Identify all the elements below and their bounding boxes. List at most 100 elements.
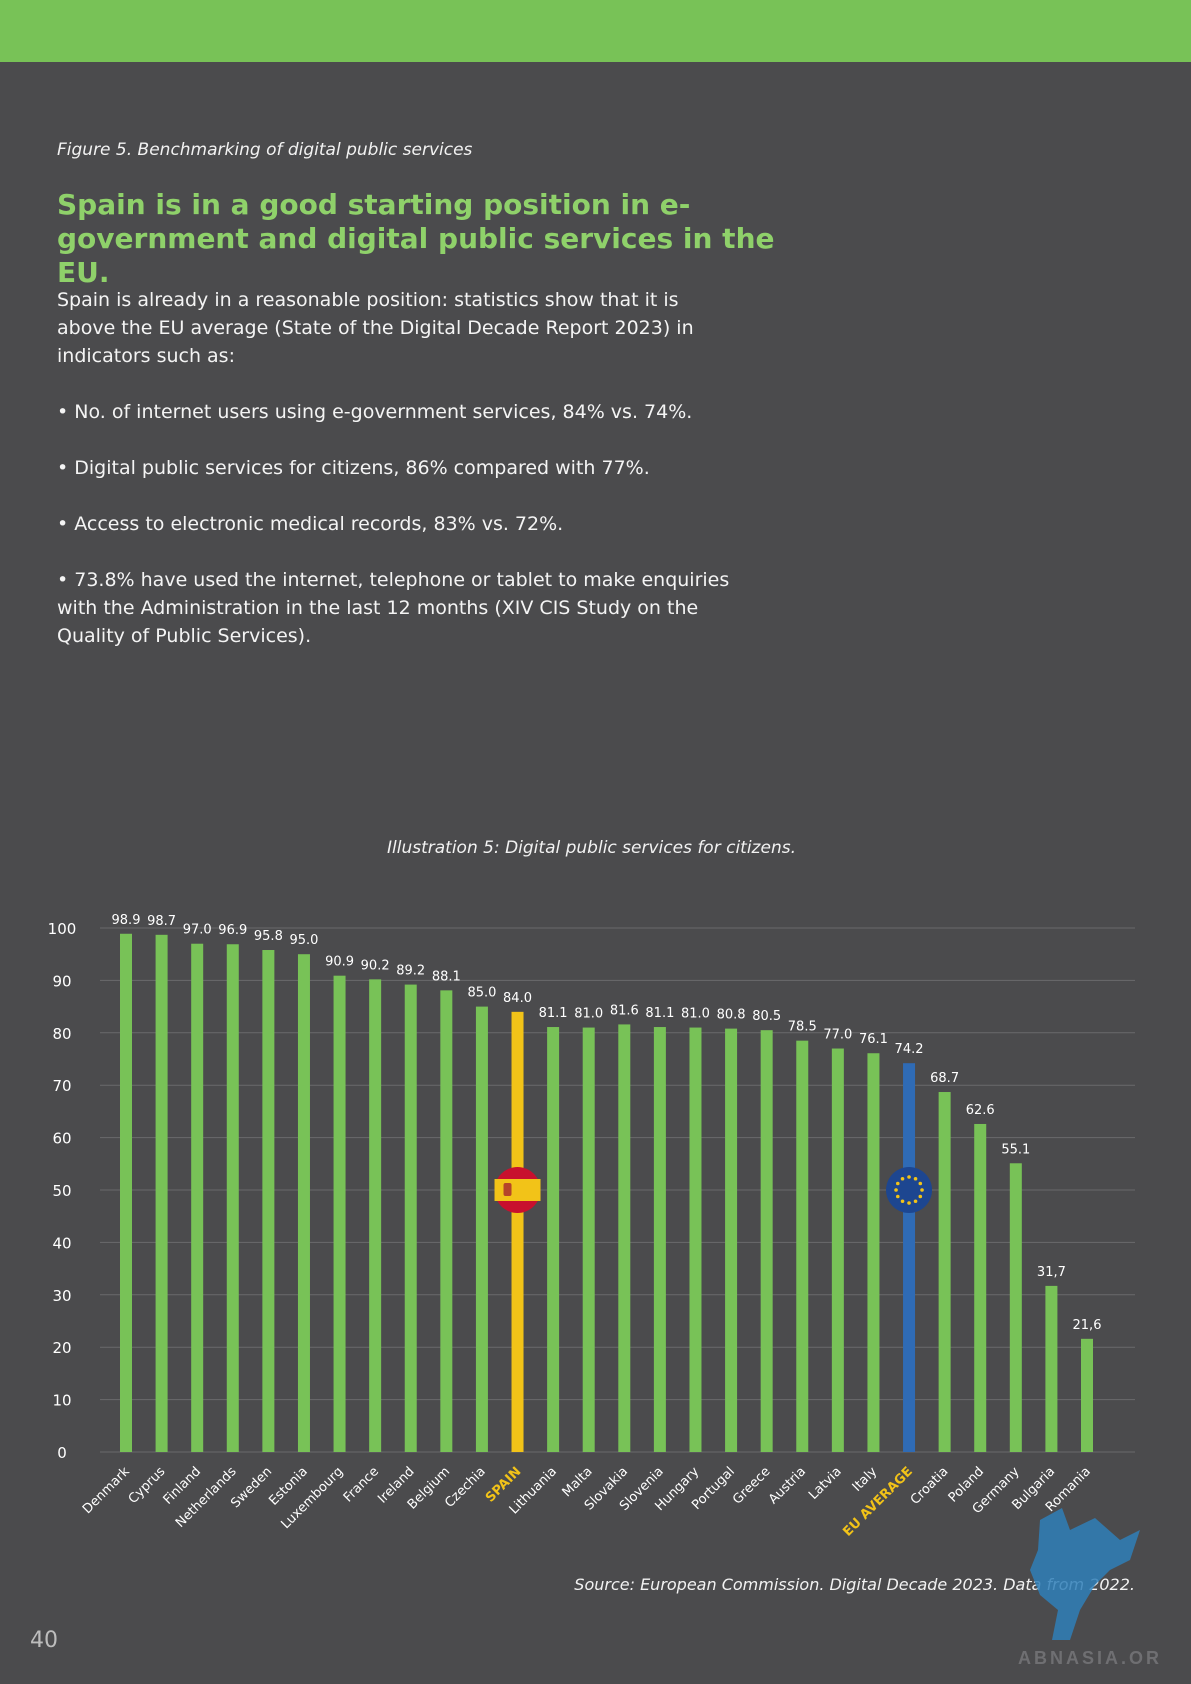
bar: [155, 934, 168, 1452]
x-tick-label: Denmark: [80, 1464, 133, 1517]
value-label: 96.9: [218, 923, 247, 938]
value-label: 95.8: [254, 929, 283, 944]
bullet-item: • No. of internet users using e-governme…: [57, 401, 693, 423]
x-tick-label: Croatia: [908, 1464, 952, 1508]
y-tick-label: 100: [48, 920, 77, 938]
flag-yellow-band: [494, 1179, 541, 1201]
bar: [689, 1027, 702, 1452]
x-tick-label: Cyprus: [126, 1464, 169, 1507]
value-label: 81.1: [645, 1006, 674, 1021]
x-tick-label: Italy: [850, 1464, 881, 1495]
chart-caption: Illustration 5: Digital public services …: [0, 838, 1191, 858]
bar: [760, 1030, 773, 1452]
bar: [1009, 1163, 1022, 1452]
bar: [297, 954, 310, 1452]
intro-paragraph: Spain is already in a reasonable positio…: [57, 289, 694, 367]
value-label: 85.0: [467, 986, 496, 1001]
value-label: 97.0: [183, 923, 212, 938]
y-tick-label: 50: [52, 1182, 71, 1200]
bar: [582, 1027, 595, 1452]
bullet-item: • 73.8% have used the internet, telephon…: [57, 569, 730, 647]
value-label: 55.1: [1001, 1142, 1030, 1157]
page-headline: Spain is in a good starting position in …: [57, 188, 775, 289]
y-tick-label: 0: [57, 1444, 67, 1462]
y-tick-label: 90: [52, 972, 71, 990]
chart-caption-text: Illustration 5: Digital public services …: [387, 838, 796, 858]
y-tick-label: 20: [52, 1339, 71, 1357]
watermark-text: ABNASIA.ORG: [1018, 1648, 1160, 1668]
value-label: 95.0: [289, 933, 318, 948]
bar: [796, 1040, 809, 1452]
bar: [974, 1123, 987, 1452]
value-label: 90.9: [325, 955, 354, 970]
x-tick-label: Latvia: [806, 1464, 845, 1503]
griffin-icon: [1030, 1508, 1140, 1640]
bar: [369, 979, 382, 1452]
value-label: 84.0: [503, 991, 532, 1006]
y-tick-label: 10: [52, 1392, 71, 1410]
y-tick-label: 30: [52, 1287, 71, 1305]
bar: [938, 1092, 951, 1452]
eu-star: [920, 1188, 924, 1192]
value-label: 81.1: [539, 1006, 568, 1021]
eu-star: [918, 1181, 923, 1186]
y-tick-label: 70: [52, 1077, 71, 1095]
value-label: 81.6: [610, 1003, 639, 1018]
bar: [653, 1027, 666, 1452]
value-label: 88.1: [432, 969, 461, 984]
value-label: 80.5: [752, 1009, 781, 1024]
value-label: 78.5: [788, 1020, 817, 1035]
eu-star: [913, 1199, 918, 1204]
y-tick-label: 60: [52, 1130, 71, 1148]
value-label: 62.6: [966, 1103, 995, 1118]
value-label: 68.7: [930, 1071, 959, 1086]
bar: [120, 933, 132, 1452]
y-tick-label: 80: [52, 1025, 71, 1043]
value-label: 77.0: [823, 1028, 852, 1043]
eu-flag-disc: [886, 1167, 933, 1213]
eu-star: [900, 1176, 905, 1181]
eu-star: [895, 1194, 900, 1199]
page-number: 40: [30, 1628, 58, 1653]
eu-star: [907, 1201, 911, 1205]
bar: [831, 1048, 844, 1452]
figure-caption: Figure 5. Benchmarking of digital public…: [57, 140, 473, 160]
bullet-item: • Access to electronic medical records, …: [57, 513, 564, 535]
bar: [226, 944, 239, 1452]
eu-star: [894, 1188, 898, 1192]
source-note: Source: European Commission. Digital Dec…: [574, 1575, 1135, 1594]
watermark-logo: ABNASIA.ORG: [1018, 1508, 1160, 1668]
value-label: 81.0: [681, 1007, 710, 1022]
y-tick-label: 40: [52, 1234, 71, 1252]
bar: [511, 1011, 524, 1452]
value-label: 89.2: [396, 964, 425, 979]
bar: [404, 984, 417, 1452]
x-tick-label: Austria: [766, 1464, 809, 1507]
bar: [262, 950, 275, 1452]
value-label: 80.8: [717, 1008, 746, 1023]
eu-star: [900, 1199, 905, 1204]
eu-flag-icon: [886, 1167, 933, 1213]
bar: [618, 1024, 631, 1452]
flag-coat-of-arms: [503, 1183, 512, 1196]
bar: [333, 975, 346, 1452]
value-label: 98.7: [147, 914, 176, 929]
bar: [1045, 1285, 1058, 1452]
bar: [475, 1006, 488, 1452]
bar: [867, 1053, 880, 1452]
bar-chart: 0 10 20 30 40 50 60 70 80 90 100 98.9 Denmark 98.7 Cyp…: [48, 913, 1135, 1540]
spain-flag-icon: [494, 1167, 541, 1213]
eu-star: [913, 1176, 918, 1181]
bar: [191, 943, 204, 1452]
value-label: 31,7: [1037, 1265, 1066, 1280]
eu-star: [895, 1181, 900, 1186]
value-label: 74.2: [895, 1042, 924, 1057]
x-tick-label: Greece: [730, 1464, 773, 1507]
value-label: 76.1: [859, 1032, 888, 1047]
value-label: 90.2: [361, 958, 390, 973]
value-label: 21,6: [1073, 1318, 1102, 1333]
bar: [547, 1027, 560, 1452]
eu-star: [907, 1175, 911, 1179]
top-accent-bar: [0, 0, 1191, 62]
value-label: 81.0: [574, 1007, 603, 1022]
